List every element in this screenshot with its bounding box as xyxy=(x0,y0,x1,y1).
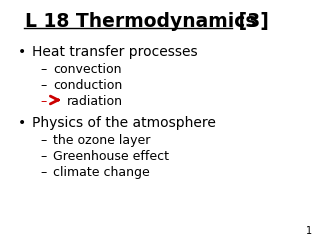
Text: convection: convection xyxy=(53,63,122,76)
Text: radiation: radiation xyxy=(67,95,123,108)
Text: L 18 Thermodynamics: L 18 Thermodynamics xyxy=(25,12,257,31)
Text: Greenhouse effect: Greenhouse effect xyxy=(53,150,169,163)
Text: Heat transfer processes: Heat transfer processes xyxy=(32,45,198,59)
Text: the ozone layer: the ozone layer xyxy=(53,134,150,147)
Text: •: • xyxy=(18,116,26,130)
Text: –: – xyxy=(40,134,46,147)
Text: conduction: conduction xyxy=(53,79,122,92)
Text: –: – xyxy=(40,79,46,92)
Text: climate change: climate change xyxy=(53,166,150,179)
Text: –: – xyxy=(40,95,46,108)
Text: –: – xyxy=(40,150,46,163)
Text: Physics of the atmosphere: Physics of the atmosphere xyxy=(32,116,216,130)
Text: –: – xyxy=(40,166,46,179)
Text: •: • xyxy=(18,45,26,59)
Text: 1: 1 xyxy=(306,226,312,236)
Text: –: – xyxy=(40,63,46,76)
Text: [3]: [3] xyxy=(232,12,269,31)
